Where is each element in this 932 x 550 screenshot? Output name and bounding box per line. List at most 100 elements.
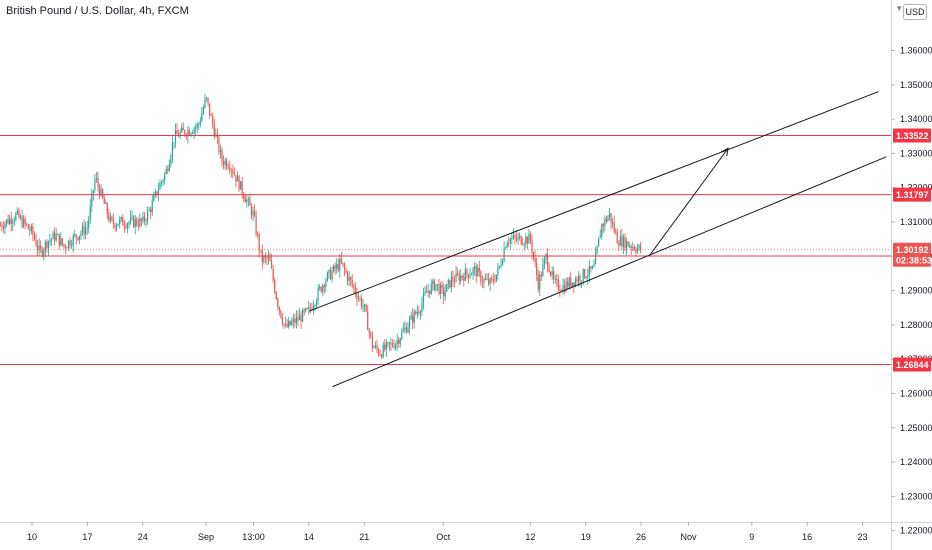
candle-body — [604, 218, 606, 226]
y-tick-label: 1.28000 — [900, 320, 932, 330]
candle-body — [55, 234, 57, 241]
candle-body — [272, 268, 274, 281]
candle-body — [314, 305, 316, 307]
candle-body — [125, 226, 127, 228]
candle-body — [408, 319, 411, 328]
candle-body — [190, 133, 192, 135]
candle-body — [630, 246, 632, 249]
candle-body — [350, 276, 352, 280]
candle-body — [221, 150, 223, 162]
candle-body — [421, 302, 423, 312]
candle-body — [246, 199, 248, 203]
candle-body — [81, 226, 84, 233]
candle-body — [621, 236, 623, 247]
candle-body — [188, 129, 191, 135]
candle-body — [374, 345, 377, 348]
candle-body — [281, 317, 284, 324]
candle-body — [40, 245, 42, 249]
candle-body — [95, 177, 98, 180]
candle-body — [193, 128, 195, 134]
candle-body — [75, 234, 77, 238]
candle-body — [21, 216, 23, 227]
candle-body — [153, 195, 155, 202]
candle-body — [297, 317, 299, 321]
candle-body — [508, 242, 510, 244]
candle-body — [500, 264, 502, 266]
candle-body — [9, 218, 11, 224]
candle-body — [340, 258, 342, 263]
candle-body — [382, 344, 384, 357]
candle-body — [540, 274, 542, 277]
candle-body — [92, 190, 94, 194]
candle-body — [557, 279, 559, 290]
candle-body — [195, 127, 197, 129]
candle-body — [460, 275, 462, 282]
candle-body — [491, 278, 493, 280]
candle-body — [402, 329, 404, 332]
candle-body — [187, 129, 189, 137]
candle-body — [201, 113, 203, 122]
candle-body — [16, 210, 19, 214]
candle-body — [457, 273, 459, 275]
candle-body — [353, 285, 355, 288]
candle-body — [88, 219, 90, 228]
channel-lower-line[interactable] — [332, 156, 887, 388]
candle-body — [466, 269, 468, 274]
candle-body — [368, 330, 370, 333]
candle-body — [117, 224, 119, 226]
candle-body — [537, 275, 539, 290]
candle-body — [427, 290, 429, 293]
candle-body — [539, 274, 541, 290]
candle-body — [618, 243, 620, 246]
candle-body — [469, 275, 471, 278]
candle-body — [19, 216, 22, 218]
level-price-label: 1.33522 — [896, 131, 929, 141]
candle-body — [77, 237, 79, 240]
candle-body — [198, 124, 200, 125]
projection-arrow-line[interactable] — [648, 147, 729, 257]
candle-body — [489, 278, 491, 285]
candle-body — [131, 216, 133, 218]
candle-body — [271, 261, 273, 269]
candle-body — [320, 286, 322, 292]
candle-body — [162, 180, 164, 182]
candle-body — [288, 320, 290, 327]
currency-button[interactable]: USD — [903, 4, 927, 20]
candle-body — [43, 250, 45, 256]
candle-body — [585, 277, 587, 279]
candle-body — [463, 277, 465, 281]
candle-body — [329, 269, 332, 280]
candle-body — [525, 237, 527, 244]
candle-body — [298, 315, 301, 321]
x-tick-label: 19 — [581, 532, 591, 542]
chevron-down-icon[interactable]: ▾ — [897, 3, 902, 13]
candle-body — [30, 226, 32, 231]
candle-body — [267, 256, 270, 259]
candle-body — [171, 142, 174, 157]
candle-body — [72, 235, 74, 246]
candle-body — [278, 306, 280, 311]
candle-body — [315, 300, 318, 306]
candle-body — [345, 269, 347, 273]
candle-body — [443, 287, 445, 297]
candle-body — [1, 225, 3, 228]
candle-body — [311, 308, 313, 311]
candle-body — [447, 280, 449, 284]
y-tick-label: 1.26000 — [900, 389, 932, 399]
candle-body — [455, 273, 457, 282]
candle-body — [23, 218, 25, 227]
candle-body — [26, 223, 28, 225]
channel-upper-line[interactable] — [308, 91, 879, 312]
x-tick-label: Sep — [198, 532, 214, 542]
candle-body — [615, 231, 617, 232]
candle-body — [300, 315, 302, 322]
candle-body — [33, 234, 36, 240]
candle-body — [412, 315, 414, 323]
candle-body — [224, 160, 226, 165]
candle-body — [204, 98, 206, 108]
candle-body — [165, 169, 167, 174]
candle-body — [111, 216, 113, 220]
candle-body — [283, 323, 285, 325]
candle-body — [546, 254, 549, 267]
